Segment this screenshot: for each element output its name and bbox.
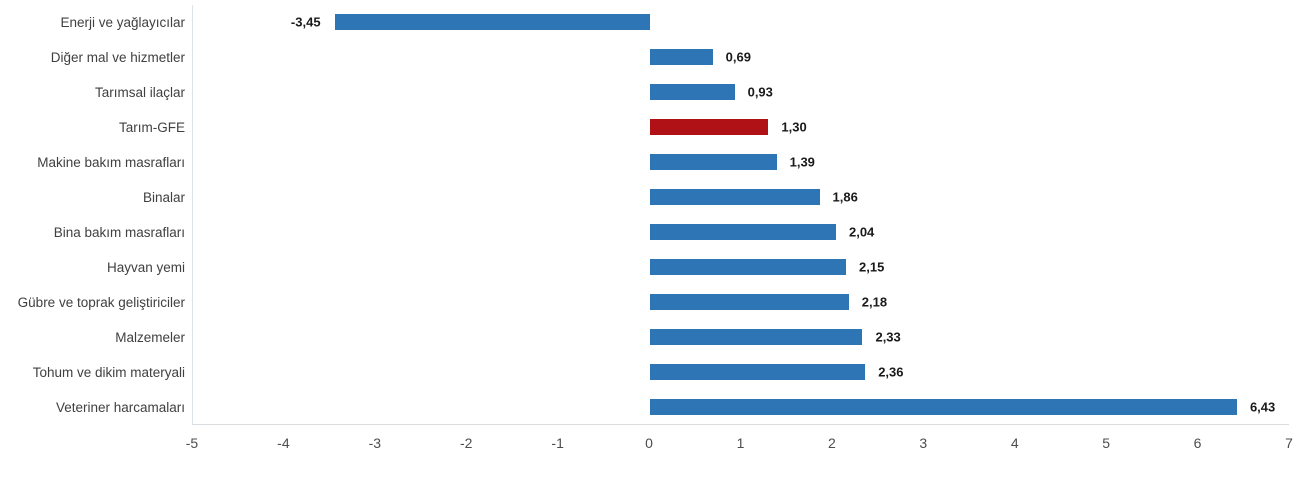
chart-row: 1,30	[193, 110, 1289, 145]
chart-row: 2,04	[193, 215, 1289, 250]
x-tick-label: 0	[645, 435, 653, 451]
category-label: Veteriner harcamaları	[55, 400, 185, 415]
plot-area: -3,45 0,69 0,93 1,30 1,39 1,86 2,04 2,15 2,18 2,3…	[192, 5, 1289, 425]
x-tick-label: 3	[919, 435, 928, 451]
category-labels: Enerji ve yağlayıcılar Diğer mal ve hizme…	[0, 5, 185, 425]
category-label: Tohum ve dikim materyali	[32, 365, 185, 380]
value-label: 6,43	[1249, 399, 1276, 415]
bar	[649, 224, 836, 240]
chart-row: 2,18	[193, 285, 1289, 320]
category-label: Tarımsal ilaçlar	[94, 85, 185, 100]
chart-row: 6,43	[193, 390, 1289, 425]
x-tick-label: 2	[828, 435, 836, 451]
x-axis: -5 -4 -3 -2 -1 0 1 2 3 4 5 6 7	[186, 425, 1293, 465]
category-label: Gübre ve toprak geliştiriciler	[17, 295, 185, 310]
value-label: 2,36	[878, 364, 904, 380]
chart-row: 2,33	[193, 320, 1289, 355]
chart-row: 0,69	[193, 40, 1289, 75]
value-label: -3,45	[290, 14, 321, 30]
chart-row: 0,93	[193, 75, 1289, 110]
bar	[649, 294, 849, 310]
bar-highlight	[649, 119, 769, 135]
value-label: 2,04	[848, 224, 875, 240]
category-label: Tarım-GFE	[119, 120, 185, 135]
x-tick-label: 6	[1193, 435, 1202, 451]
x-tick-label: 7	[1285, 435, 1293, 451]
category-label: Diğer mal ve hizmetler	[50, 50, 185, 65]
category-label: Hayvan yemi	[106, 260, 185, 275]
chart-row: -3,45	[193, 5, 1289, 40]
value-label: 2,15	[859, 259, 885, 275]
category-label: Bina bakım masrafları	[53, 225, 185, 240]
value-label: 0,69	[725, 49, 751, 65]
bar	[334, 14, 650, 30]
x-tick-label: -4	[277, 435, 290, 451]
x-tick-label: -3	[368, 435, 382, 451]
value-label: 1,39	[789, 154, 815, 170]
bar	[649, 364, 866, 380]
chart-row: 1,39	[193, 145, 1289, 180]
bar	[649, 154, 777, 170]
bar	[649, 329, 863, 345]
value-label: 0,93	[747, 84, 773, 100]
bar	[649, 189, 820, 205]
x-tick-label: 1	[736, 435, 745, 451]
category-label: Binalar	[142, 190, 185, 205]
x-tick-label: -1	[551, 435, 564, 451]
x-tick-label: 4	[1010, 435, 1019, 451]
value-label: 1,86	[832, 189, 858, 205]
x-tick-label: -5	[185, 435, 199, 451]
chart-row: 2,36	[193, 355, 1289, 390]
value-label: 2,18	[861, 294, 888, 310]
x-tick-label: -2	[460, 435, 473, 451]
bar	[649, 259, 847, 275]
bar	[649, 49, 713, 65]
chart-row: 1,86	[193, 180, 1289, 215]
x-tick-label: 5	[1102, 435, 1111, 451]
category-label: Enerji ve yağlayıcılar	[60, 15, 185, 30]
category-label: Makine bakım masrafları	[37, 155, 185, 170]
bar	[649, 399, 1237, 415]
bar	[649, 84, 735, 100]
chart-row: 2,15	[193, 250, 1289, 285]
category-label: Malzemeler	[115, 330, 185, 345]
value-label: 2,33	[875, 329, 901, 345]
value-label: 1,30	[781, 119, 807, 135]
